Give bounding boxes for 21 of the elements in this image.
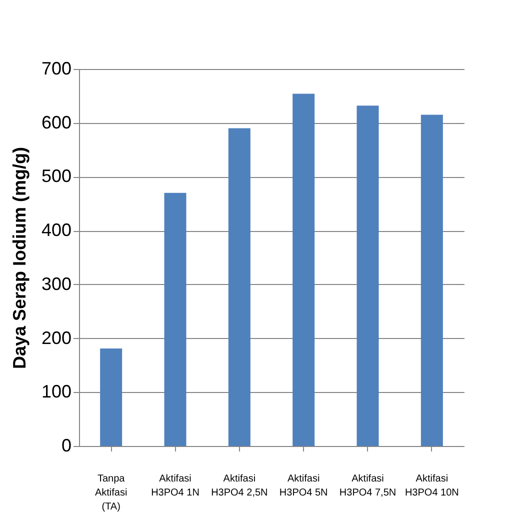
x-tick-label: Aktifasi H3PO4 2,5N (211, 474, 268, 498)
y-axis-title: Daya Serap Iodium (mg/g) (9, 146, 30, 370)
y-tick-label: 700 (41, 58, 72, 78)
x-tick-label: Aktifasi H3PO4 5N (279, 474, 328, 498)
y-tick-label: 500 (41, 166, 72, 186)
y-tick-label: 200 (41, 328, 72, 348)
y-tick-label: 100 (41, 382, 72, 402)
x-tick-label: Tanpa Aktifasi (TA) (94, 474, 128, 512)
y-tick-label: 0 (61, 436, 72, 456)
bar (100, 348, 122, 446)
x-tick-label: Aktifasi H3PO4 1N (151, 474, 200, 498)
bar (356, 106, 379, 446)
x-tick-label: Aktifasi H3PO4 10N (404, 474, 459, 498)
x-tick-label: Aktifasi H3PO4 7,5N (339, 474, 396, 498)
bar (292, 94, 315, 446)
bar (420, 114, 443, 446)
y-tick-label: 300 (41, 274, 72, 294)
bar (228, 128, 250, 446)
bar (164, 192, 186, 446)
y-tick-label: 600 (41, 112, 72, 132)
y-tick-label: 400 (41, 220, 72, 240)
